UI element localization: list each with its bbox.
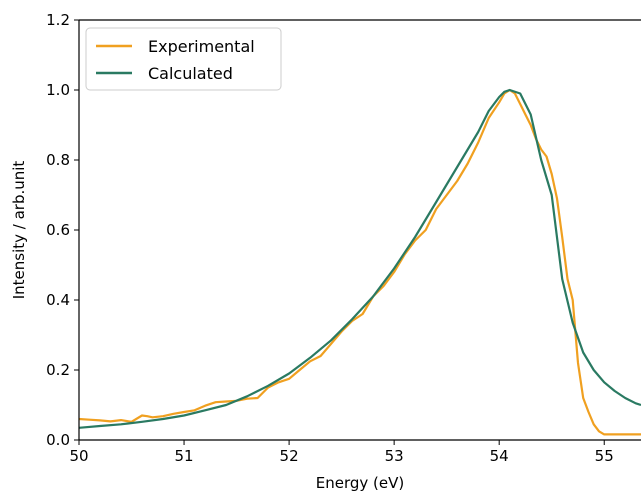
ticks: 50 51 52 53 54 55 0.0 0.2 0.4 0.6 0.8 1.0 1.2 xyxy=(46,11,614,465)
series-layer xyxy=(79,88,641,436)
y-axis-title: Intensity / arb.unit xyxy=(10,161,28,300)
y-tick-label: 0.6 xyxy=(46,221,70,239)
x-tick-label: 53 xyxy=(385,447,404,465)
y-tick-label: 0.4 xyxy=(46,291,70,309)
y-tick-label: 0.2 xyxy=(46,361,70,379)
y-tick-label: 0.0 xyxy=(46,431,70,449)
series-line-experimental xyxy=(79,88,641,436)
x-tick-label: 54 xyxy=(490,447,509,465)
y-tick-label: 0.8 xyxy=(46,151,70,169)
x-axis-title: Energy (eV) xyxy=(316,474,404,492)
legend-label-experimental: Experimental xyxy=(148,37,255,56)
legend-label-calculated: Calculated xyxy=(148,64,233,83)
x-tick-label: 55 xyxy=(595,447,614,465)
x-tick-label: 50 xyxy=(69,447,88,465)
x-tick-label: 51 xyxy=(174,447,193,465)
series-line-calculated xyxy=(79,88,641,429)
legend-box xyxy=(85,27,282,91)
y-tick-label: 1.2 xyxy=(46,11,70,29)
x-tick-label: 52 xyxy=(280,447,299,465)
y-tick-label: 1.0 xyxy=(46,81,70,99)
legend: Experimental Calculated xyxy=(85,27,282,91)
